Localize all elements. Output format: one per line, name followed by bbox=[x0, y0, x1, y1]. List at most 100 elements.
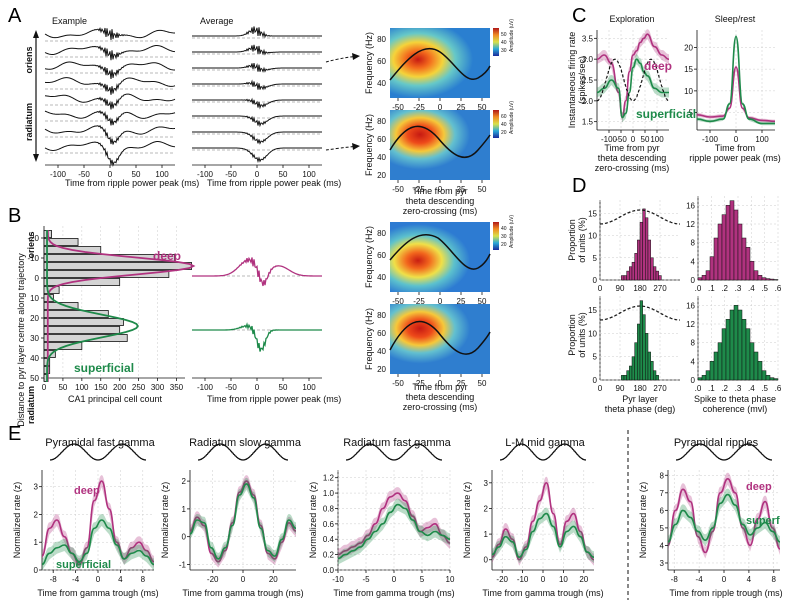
a-depth-arrow-head-bottom bbox=[33, 154, 39, 162]
b-cbar-label: Amplitude (uV) bbox=[509, 215, 515, 248]
d-deep-coh-xtick-label: .3 bbox=[735, 284, 742, 293]
a-cbar-tick-top-3: 30 bbox=[501, 48, 507, 54]
d-deep-phase-ytick-label: 15 bbox=[588, 209, 597, 218]
b-spec-bottom-x-tick-label: 0 bbox=[438, 379, 443, 388]
b-spec-ylabel-bottom: Frequency (Hz) bbox=[364, 308, 374, 370]
e-panel-2-ytick-label: -1 bbox=[179, 560, 187, 569]
a-example-x-tick-label: -50 bbox=[78, 170, 90, 179]
e-reference-oscillation bbox=[675, 443, 773, 461]
e-panel-4-deep-line bbox=[491, 481, 595, 561]
b-spec-b-ytick-20: 20 bbox=[377, 365, 386, 374]
d-deep-phase-bar bbox=[629, 266, 633, 281]
e-panel-4-ytick-label: 1 bbox=[484, 530, 489, 539]
a-cbar-label-top: Amplitude (uV) bbox=[509, 19, 515, 52]
e-panel-5-xtick-label: 4 bbox=[747, 575, 752, 584]
d-deep-phase-bar bbox=[650, 257, 654, 281]
a-spec-xlabel-3: zero-crossing (ms) bbox=[403, 206, 478, 216]
d-sup-phase-bar bbox=[639, 300, 643, 381]
d-sup-phase-bar bbox=[621, 375, 625, 381]
a-average-xticks: -100 -50 0 50 100 bbox=[197, 165, 316, 179]
c-sleep-xtick-label: 100 bbox=[755, 135, 769, 144]
a-cbar-label-bottom: Amplitude (uV) bbox=[509, 101, 515, 134]
d-sup-coh-bar bbox=[729, 309, 735, 381]
e-panel-5-xtick-label: 0 bbox=[722, 575, 727, 584]
e-panel-3-xtick-label: -10 bbox=[332, 575, 344, 584]
d-deep-coh-xtick-label: .6 bbox=[775, 284, 782, 293]
a-spectrogram-bottom bbox=[390, 110, 490, 180]
e-panel-3-ytick-label: 0.0 bbox=[323, 566, 335, 575]
d-sup-coh-bar bbox=[741, 319, 747, 381]
e-superficial-label: superficial bbox=[56, 559, 111, 571]
d-ylabel-bottom-1: Proportion bbox=[567, 314, 577, 356]
b-spec-top-x-tick-label: 25 bbox=[457, 297, 466, 306]
a-colorbar-top bbox=[493, 28, 499, 56]
e-panel-4-xtick-label: -10 bbox=[517, 575, 529, 584]
c-sleep-xtick-label: -100 bbox=[702, 135, 719, 144]
a-spec-top-x-tick-label: 25 bbox=[457, 103, 466, 112]
d-deep-phase-bar bbox=[634, 253, 638, 281]
e-panel-3-ytick-label: 1.2 bbox=[323, 474, 335, 483]
b-spec-top-x-tick-label: 0 bbox=[438, 297, 443, 306]
a-xlabel: Time from ripple power peak (ms) bbox=[65, 178, 199, 188]
b-spec-ytick-40: 40 bbox=[377, 273, 386, 282]
a-spec-top-x-tick-label: 50 bbox=[478, 103, 487, 112]
a-spec-b-ytick-20: 20 bbox=[377, 171, 386, 180]
d-superficial-phase-hist: 0 5 10 15 0 90 180 270 bbox=[588, 296, 681, 393]
a-spec-bottom-x-tick-label: -50 bbox=[392, 185, 404, 194]
b-spec-xlabel-1: Time from pyr bbox=[412, 382, 467, 392]
e-panel-4-xtick-label: 0 bbox=[541, 575, 546, 584]
d-sup-coh-bar bbox=[725, 319, 731, 381]
e-panel-5-ytick-label: 4 bbox=[660, 541, 665, 550]
b-xticks: 0 50 100 150 200 250 300 350 bbox=[42, 378, 184, 392]
d-coherence-xlabel-1: Spike to theta phase bbox=[694, 394, 776, 404]
b-cbar-tick-1: 40 bbox=[501, 226, 507, 232]
d-sup-coh-bar bbox=[721, 328, 727, 381]
e-panel-1-ytick-label: 1 bbox=[34, 538, 39, 547]
b-hist-bar bbox=[43, 238, 79, 246]
c-explore-xtick-label: -100 bbox=[601, 135, 618, 144]
d-sup-coh-ytick-label: 8 bbox=[691, 339, 696, 348]
d-deep-coh-bar bbox=[725, 205, 731, 281]
c-explore-xtick-label: 0 bbox=[631, 135, 636, 144]
d-deep-coh-bar bbox=[749, 261, 755, 281]
a-arrow-bottom bbox=[325, 145, 359, 151]
d-sup-phase-xtick-label: 270 bbox=[653, 384, 667, 393]
a-example-traces bbox=[44, 26, 176, 168]
d-deep-coh-ytick-label: 8 bbox=[691, 239, 696, 248]
e-panel-1-xtick-label: 8 bbox=[141, 575, 146, 584]
e-panel-3-ytick-label: 0.4 bbox=[323, 535, 335, 544]
a-spectrogram-top bbox=[390, 28, 490, 98]
c-explore-xlabel-2: theta descending bbox=[598, 153, 667, 163]
b-cbar-tick-3: 20 bbox=[501, 242, 507, 248]
d-deep-coh-bar bbox=[741, 237, 747, 281]
c-explore-ytick-label: 1.5 bbox=[582, 118, 594, 127]
b-spec-xticks-top: -50 -25 0 25 50 bbox=[392, 292, 487, 306]
d-deep-coh-bar bbox=[769, 278, 775, 281]
d-deep-coh-xtick-label: .5 bbox=[761, 284, 768, 293]
d-sup-coh-xtick-label: .2 bbox=[721, 384, 728, 393]
e-panel-3-superficial-error-band bbox=[338, 498, 450, 565]
c-explore-xlabel-3: zero-crossing (ms) bbox=[595, 163, 670, 173]
c-explore-xtick-label: 50 bbox=[641, 135, 650, 144]
e-reference-oscillation bbox=[49, 443, 147, 461]
b-xtick-label: 250 bbox=[132, 383, 146, 392]
d-deep-phase-xtick-label: 0 bbox=[598, 284, 603, 293]
e-panel-4-superficial-error-band bbox=[492, 507, 594, 564]
a-average-trace bbox=[192, 26, 322, 39]
d-deep-phase-bar bbox=[623, 275, 627, 281]
e-panel-xlabel: Time from gamma trough (ms) bbox=[37, 588, 158, 598]
e-panel-3-ytick-label: 0.8 bbox=[323, 504, 335, 513]
d-sup-phase-bar bbox=[631, 356, 635, 381]
c-deep-label: deep bbox=[644, 59, 672, 73]
d-deep-phase-bar bbox=[637, 239, 641, 281]
b-hist-bar bbox=[43, 302, 79, 310]
d-deep-phase-bar bbox=[658, 275, 662, 281]
e-panel-5-ytick-label: 3 bbox=[660, 559, 665, 568]
a-example-x-tick-label: 100 bbox=[155, 170, 169, 179]
b-deep-label: deep bbox=[153, 249, 181, 263]
d-sup-phase-bar bbox=[647, 351, 651, 381]
panel-letter-d: D bbox=[572, 175, 586, 197]
b-average-traces bbox=[192, 256, 323, 352]
d-sup-coh-bar bbox=[713, 351, 719, 381]
a-spec-bottom-x-tick-label: 25 bbox=[457, 185, 466, 194]
